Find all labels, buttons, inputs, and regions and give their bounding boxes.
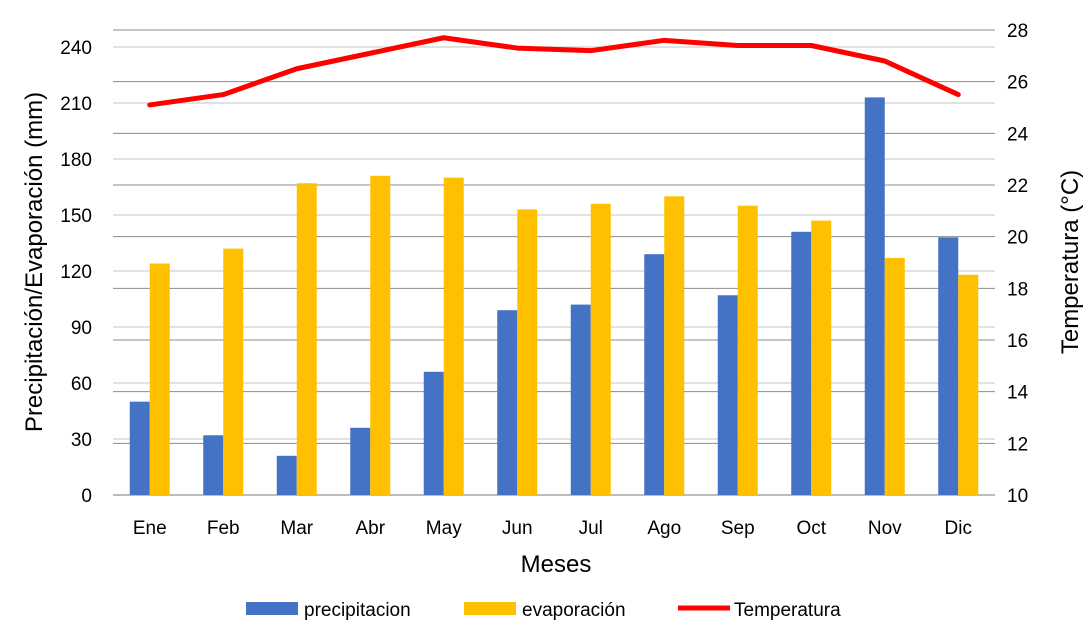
bar-precipitacion: [203, 435, 223, 495]
y2-tick-label: 26: [1007, 73, 1028, 94]
bar-evaporacion: [297, 183, 317, 495]
bar-precipitacion: [424, 372, 444, 495]
bars: [130, 97, 979, 495]
bar-precipitacion: [350, 428, 370, 495]
legend: precipitacion evaporación Temperatura: [246, 600, 841, 621]
bar-evaporacion: [885, 258, 905, 495]
y-tick-label: 150: [60, 206, 92, 227]
x-tick-label: Mar: [280, 518, 313, 539]
bar-evaporacion: [738, 206, 758, 495]
x-tick-label: May: [426, 518, 462, 539]
y2-tick-label: 10: [1007, 486, 1028, 507]
y2-tick-label: 12: [1007, 434, 1028, 455]
bar-precipitacion: [644, 254, 664, 495]
bar-evaporacion: [958, 275, 978, 495]
bar-precipitacion: [718, 295, 738, 495]
bar-evaporacion: [444, 178, 464, 495]
bar-precipitacion: [277, 456, 297, 495]
bar-evaporacion: [150, 264, 170, 495]
temperature-line-group: [150, 38, 959, 105]
y-tick-label: 90: [71, 318, 92, 339]
x-tick-label: Jul: [579, 518, 603, 539]
bar-precipitacion: [791, 232, 811, 495]
legend-swatch-evaporacion: [464, 602, 516, 615]
y2-tick-label: 24: [1007, 124, 1029, 145]
x-axis-title: Meses: [521, 551, 592, 578]
temperature-line: [150, 38, 959, 105]
bar-evaporacion: [370, 176, 390, 495]
y-tick-label: 30: [71, 430, 92, 451]
bar-evaporacion: [591, 204, 611, 495]
bar-evaporacion: [811, 221, 831, 495]
y-tick-label: 0: [81, 486, 92, 507]
x-tick-label: Abr: [355, 518, 385, 539]
x-tick-label: Feb: [207, 518, 240, 539]
legend-label-temperatura: Temperatura: [734, 600, 841, 621]
left-axis-ticks: 0 30 60 90 120 150 180 210 240: [60, 38, 92, 507]
bar-precipitacion: [571, 305, 591, 495]
bar-evaporacion: [664, 196, 684, 495]
y2-tick-label: 18: [1007, 279, 1028, 300]
y-tick-label: 180: [60, 150, 92, 171]
x-tick-label: Nov: [868, 518, 902, 539]
x-tick-label: Dic: [945, 518, 972, 539]
right-axis-ticks: 10 12 14 16 18 20 22 24 26 28: [1007, 21, 1029, 507]
y2-tick-label: 14: [1007, 383, 1029, 404]
legend-label-evaporacion: evaporación: [522, 600, 626, 621]
gridlines: [113, 30, 995, 495]
x-tick-label: Ene: [133, 518, 167, 539]
bar-evaporacion: [517, 209, 537, 495]
y2-tick-label: 20: [1007, 228, 1028, 249]
bar-evaporacion: [223, 249, 243, 495]
x-tick-label: Oct: [796, 518, 826, 539]
y-axis-title: Precipitación/Evaporación (mm): [21, 92, 48, 432]
legend-swatch-precipitacion: [246, 602, 298, 615]
x-axis-ticks: Ene Feb Mar Abr May Jun Jul Ago Sep Oct Nov Dic: [133, 518, 972, 539]
y2-tick-label: 28: [1007, 21, 1028, 42]
y-tick-label: 60: [71, 374, 92, 395]
y-tick-label: 210: [60, 94, 92, 115]
bar-precipitacion: [130, 402, 150, 495]
bar-precipitacion: [865, 97, 885, 495]
y-tick-label: 240: [60, 38, 92, 59]
y-tick-label: 120: [60, 262, 92, 283]
x-tick-label: Jun: [502, 518, 533, 539]
x-tick-label: Ago: [647, 518, 681, 539]
y2-axis-title: Temperatura (°C): [1057, 170, 1084, 354]
legend-label-precipitacion: precipitacion: [304, 600, 411, 621]
y2-tick-label: 22: [1007, 176, 1028, 197]
y2-tick-label: 16: [1007, 331, 1028, 352]
bar-precipitacion: [938, 237, 958, 495]
bar-precipitacion: [497, 310, 517, 495]
x-tick-label: Sep: [721, 518, 755, 539]
